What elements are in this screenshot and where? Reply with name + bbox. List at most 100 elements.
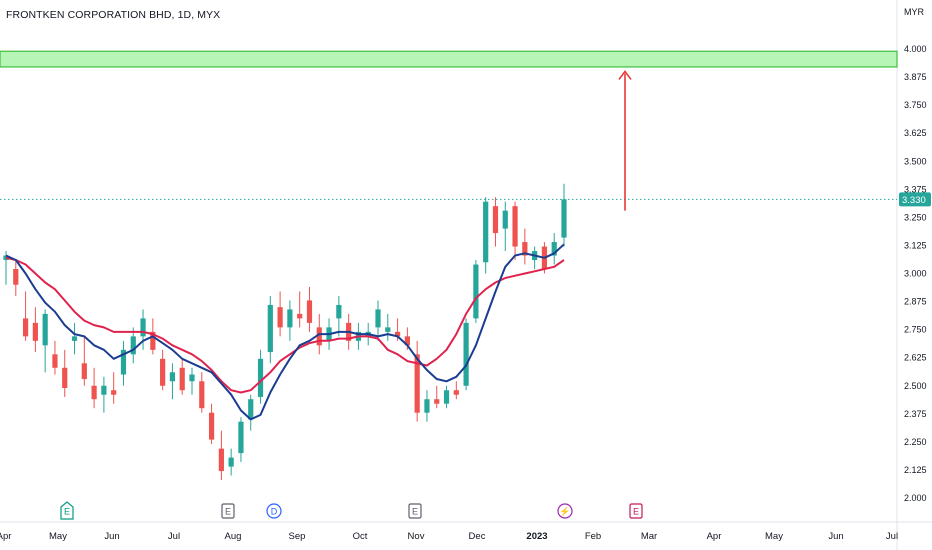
- candle-body[interactable]: [189, 374, 195, 382]
- y-tick-label: 3.250: [904, 212, 927, 222]
- candle-body[interactable]: [101, 385, 107, 395]
- candle-body[interactable]: [42, 313, 48, 346]
- candle-body[interactable]: [424, 399, 430, 413]
- candle-body[interactable]: [394, 331, 401, 337]
- x-tick-label: May: [49, 531, 67, 542]
- resistance-zone[interactable]: [0, 50, 898, 68]
- candle-body[interactable]: [453, 390, 459, 395]
- candle-body[interactable]: [32, 322, 38, 341]
- chart-title: FRONTKEN CORPORATION BHD, 1D, MYX: [6, 9, 221, 21]
- candle-body[interactable]: [287, 309, 293, 328]
- candle-body[interactable]: [306, 300, 313, 323]
- target-arrow-head[interactable]: [618, 70, 632, 80]
- x-tick-label: Nov: [408, 531, 425, 542]
- x-tick-label: Jul: [168, 531, 180, 542]
- y-tick-label: 3.125: [904, 240, 927, 250]
- candle-body[interactable]: [316, 327, 322, 346]
- candle-body[interactable]: [375, 309, 381, 328]
- y-tick-label: 2.125: [904, 465, 927, 475]
- candle-body[interactable]: [91, 385, 97, 400]
- candle-body[interactable]: [218, 448, 224, 472]
- event-marker-label: E: [633, 507, 639, 517]
- event-marker-earnings[interactable]: [60, 501, 74, 520]
- event-marker-earnings[interactable]: [629, 503, 643, 519]
- candle-body[interactable]: [160, 358, 166, 386]
- candle-body[interactable]: [277, 307, 283, 328]
- candle-body[interactable]: [443, 390, 450, 404]
- candle-body[interactable]: [13, 269, 19, 285]
- candle-body[interactable]: [140, 318, 146, 337]
- candle-body[interactable]: [404, 336, 410, 346]
- candle-body[interactable]: [150, 331, 156, 350]
- ma-fast-line: [5, 243, 565, 421]
- event-marker-label: E: [412, 507, 418, 517]
- x-tick-label: May: [765, 531, 783, 542]
- candle-body[interactable]: [248, 399, 254, 420]
- y-tick-label: 3.000: [904, 269, 927, 279]
- x-tick-label: Jul: [886, 531, 898, 542]
- candle-body[interactable]: [130, 336, 136, 355]
- y-tick-label: 2.500: [904, 381, 927, 391]
- candle-body[interactable]: [267, 304, 273, 353]
- event-marker-label: E: [64, 507, 70, 517]
- last-price-value: 3.330: [902, 195, 926, 206]
- event-marker-circle[interactable]: [557, 503, 573, 519]
- y-tick-label: 3.875: [904, 72, 927, 82]
- y-tick-label: 3.750: [904, 100, 927, 110]
- candle-body[interactable]: [22, 318, 29, 337]
- candle-body[interactable]: [561, 199, 567, 238]
- y-tick-label: 3.625: [904, 128, 927, 138]
- candle-body[interactable]: [502, 210, 508, 229]
- candle-body[interactable]: [473, 264, 479, 319]
- y-tick-label: 2.375: [904, 409, 927, 419]
- y-tick-label: 2.625: [904, 353, 927, 363]
- candle-body[interactable]: [62, 367, 68, 388]
- x-tick-label: Dec: [469, 531, 486, 542]
- candle-body[interactable]: [199, 381, 205, 409]
- y-tick-label: 4.000: [904, 44, 927, 54]
- candle-body[interactable]: [414, 354, 420, 413]
- y-tick-label: 2.000: [904, 493, 927, 503]
- candle-body[interactable]: [385, 327, 391, 332]
- candle-body[interactable]: [463, 322, 469, 386]
- candle-body[interactable]: [71, 336, 78, 341]
- x-tick-label: Mar: [641, 531, 657, 542]
- event-marker-circle[interactable]: [266, 503, 282, 519]
- y-tick-label: 3.500: [904, 156, 927, 166]
- event-marker-earnings[interactable]: [221, 503, 235, 519]
- candle-body[interactable]: [111, 390, 117, 395]
- candle-body[interactable]: [297, 313, 303, 319]
- currency-label: MYR: [904, 7, 925, 17]
- x-tick-label: Sep: [289, 531, 306, 542]
- candle-body[interactable]: [52, 354, 58, 368]
- event-marker-label: ⚡: [559, 506, 570, 518]
- candle-body[interactable]: [257, 358, 264, 397]
- y-tick-label: 3.375: [904, 184, 927, 194]
- x-tick-label: 2023: [526, 531, 547, 542]
- candle-body[interactable]: [3, 255, 9, 261]
- candle-body[interactable]: [238, 421, 244, 454]
- x-tick-label: Jun: [828, 531, 843, 542]
- candle-body[interactable]: [81, 363, 87, 380]
- candle-body[interactable]: [522, 242, 528, 256]
- candle-body[interactable]: [492, 206, 499, 234]
- candle-body[interactable]: [179, 367, 185, 391]
- candle-body[interactable]: [512, 206, 518, 247]
- ma-slow-line: [5, 256, 565, 394]
- x-tick-label: Feb: [585, 531, 601, 542]
- candle-body[interactable]: [169, 372, 176, 382]
- candle-body[interactable]: [336, 304, 342, 319]
- candle-body[interactable]: [483, 201, 489, 263]
- candle-body[interactable]: [120, 349, 127, 375]
- event-marker-earnings[interactable]: [408, 503, 422, 519]
- x-tick-label: Aug: [225, 531, 242, 542]
- y-tick-label: 2.250: [904, 437, 927, 447]
- x-tick-label: Apr: [707, 531, 722, 542]
- x-tick-label: Oct: [353, 531, 368, 542]
- candle-body[interactable]: [434, 399, 440, 404]
- candle-body[interactable]: [551, 242, 557, 256]
- y-tick-label: 2.750: [904, 325, 927, 335]
- candle-body[interactable]: [208, 412, 215, 440]
- candle-body[interactable]: [228, 457, 234, 467]
